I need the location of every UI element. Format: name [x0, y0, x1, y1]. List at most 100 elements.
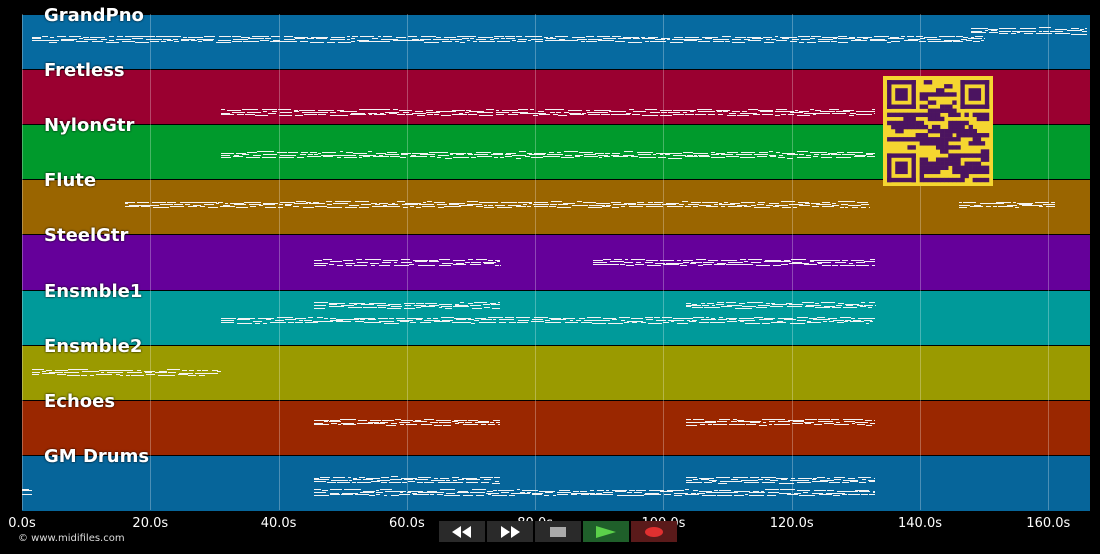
note-mark — [229, 202, 245, 204]
note-mark — [873, 420, 876, 422]
note-mark — [782, 206, 791, 208]
note-mark — [319, 321, 333, 323]
note-mark — [372, 37, 378, 39]
note-mark — [693, 154, 698, 156]
note-mark — [786, 493, 799, 495]
note-mark — [666, 489, 684, 491]
grid-line — [278, 14, 280, 510]
note-mark — [888, 38, 905, 40]
note-mark — [245, 156, 261, 158]
note-mark — [329, 319, 343, 321]
stop-icon — [550, 526, 566, 537]
note-mark — [482, 303, 491, 305]
note-mark — [434, 321, 450, 323]
note-mark — [701, 319, 716, 321]
note-mark — [318, 111, 328, 113]
note-mark — [649, 489, 654, 491]
note-mark — [684, 156, 699, 158]
note-mark — [429, 305, 440, 307]
note-mark — [866, 261, 875, 263]
note-mark — [295, 321, 303, 323]
note-mark — [654, 262, 665, 264]
note-mark — [404, 307, 416, 309]
note-mark — [640, 322, 647, 324]
note-mark — [60, 40, 75, 42]
note-mark — [383, 260, 398, 262]
fast-forward-button[interactable] — [487, 521, 533, 542]
note-mark — [532, 319, 543, 321]
record-button[interactable] — [631, 521, 677, 542]
note-mark — [275, 320, 285, 322]
note-mark — [170, 205, 185, 207]
note-mark — [545, 492, 550, 494]
note-mark — [777, 303, 786, 305]
note-mark — [215, 203, 220, 205]
note-mark — [870, 38, 875, 40]
note-mark — [266, 108, 277, 110]
note-mark — [762, 322, 770, 324]
note-mark — [778, 155, 784, 157]
note-mark — [776, 477, 788, 479]
note-mark — [417, 492, 429, 494]
note-mark — [200, 206, 206, 208]
note-mark — [769, 202, 780, 204]
note-mark — [775, 40, 787, 42]
play-button[interactable] — [583, 521, 629, 542]
note-mark — [313, 489, 321, 491]
note-mark — [584, 319, 596, 321]
note-mark — [865, 419, 872, 421]
note-mark — [383, 322, 399, 324]
note-mark — [136, 369, 142, 371]
note-mark — [396, 318, 406, 320]
note-mark — [695, 113, 706, 115]
note-mark — [378, 155, 384, 157]
note-mark — [399, 321, 409, 323]
note-mark — [352, 478, 357, 480]
note-mark — [741, 424, 746, 426]
note-mark — [452, 477, 459, 479]
note-mark — [288, 151, 299, 153]
note-mark — [855, 111, 868, 113]
note-mark — [750, 476, 759, 478]
note-mark — [455, 154, 464, 156]
note-mark — [636, 201, 645, 203]
note-mark — [564, 111, 569, 113]
note-mark — [256, 151, 274, 153]
note-mark — [585, 35, 594, 37]
note-mark — [762, 419, 779, 421]
note-mark — [163, 38, 172, 40]
note-mark — [241, 36, 250, 38]
note-mark — [421, 205, 435, 207]
note-mark — [661, 152, 673, 154]
note-mark — [745, 494, 749, 496]
note-mark — [601, 113, 611, 115]
note-mark — [484, 478, 492, 480]
note-mark — [822, 201, 830, 203]
stop-button[interactable] — [535, 521, 581, 542]
note-mark — [602, 317, 617, 319]
note-mark — [429, 260, 438, 262]
note-mark — [489, 38, 495, 40]
note-mark — [721, 206, 726, 208]
note-mark — [401, 481, 408, 483]
note-mark — [220, 205, 236, 207]
note-mark — [1045, 205, 1055, 207]
note-mark — [318, 109, 335, 111]
note-mark — [160, 40, 166, 42]
note-mark — [382, 205, 387, 207]
note-mark — [717, 421, 727, 423]
note-mark — [438, 207, 444, 209]
rewind-button[interactable] — [439, 521, 485, 542]
note-mark — [452, 156, 460, 158]
note-mark — [508, 204, 522, 206]
note-mark — [687, 154, 693, 156]
note-mark — [997, 206, 1014, 208]
note-mark — [614, 259, 623, 261]
note-mark — [745, 423, 757, 425]
note-mark — [41, 373, 56, 375]
note-mark — [692, 490, 699, 492]
note-mark — [367, 112, 378, 114]
note-mark — [336, 156, 341, 158]
note-mark — [483, 306, 491, 308]
note-mark — [961, 39, 967, 41]
